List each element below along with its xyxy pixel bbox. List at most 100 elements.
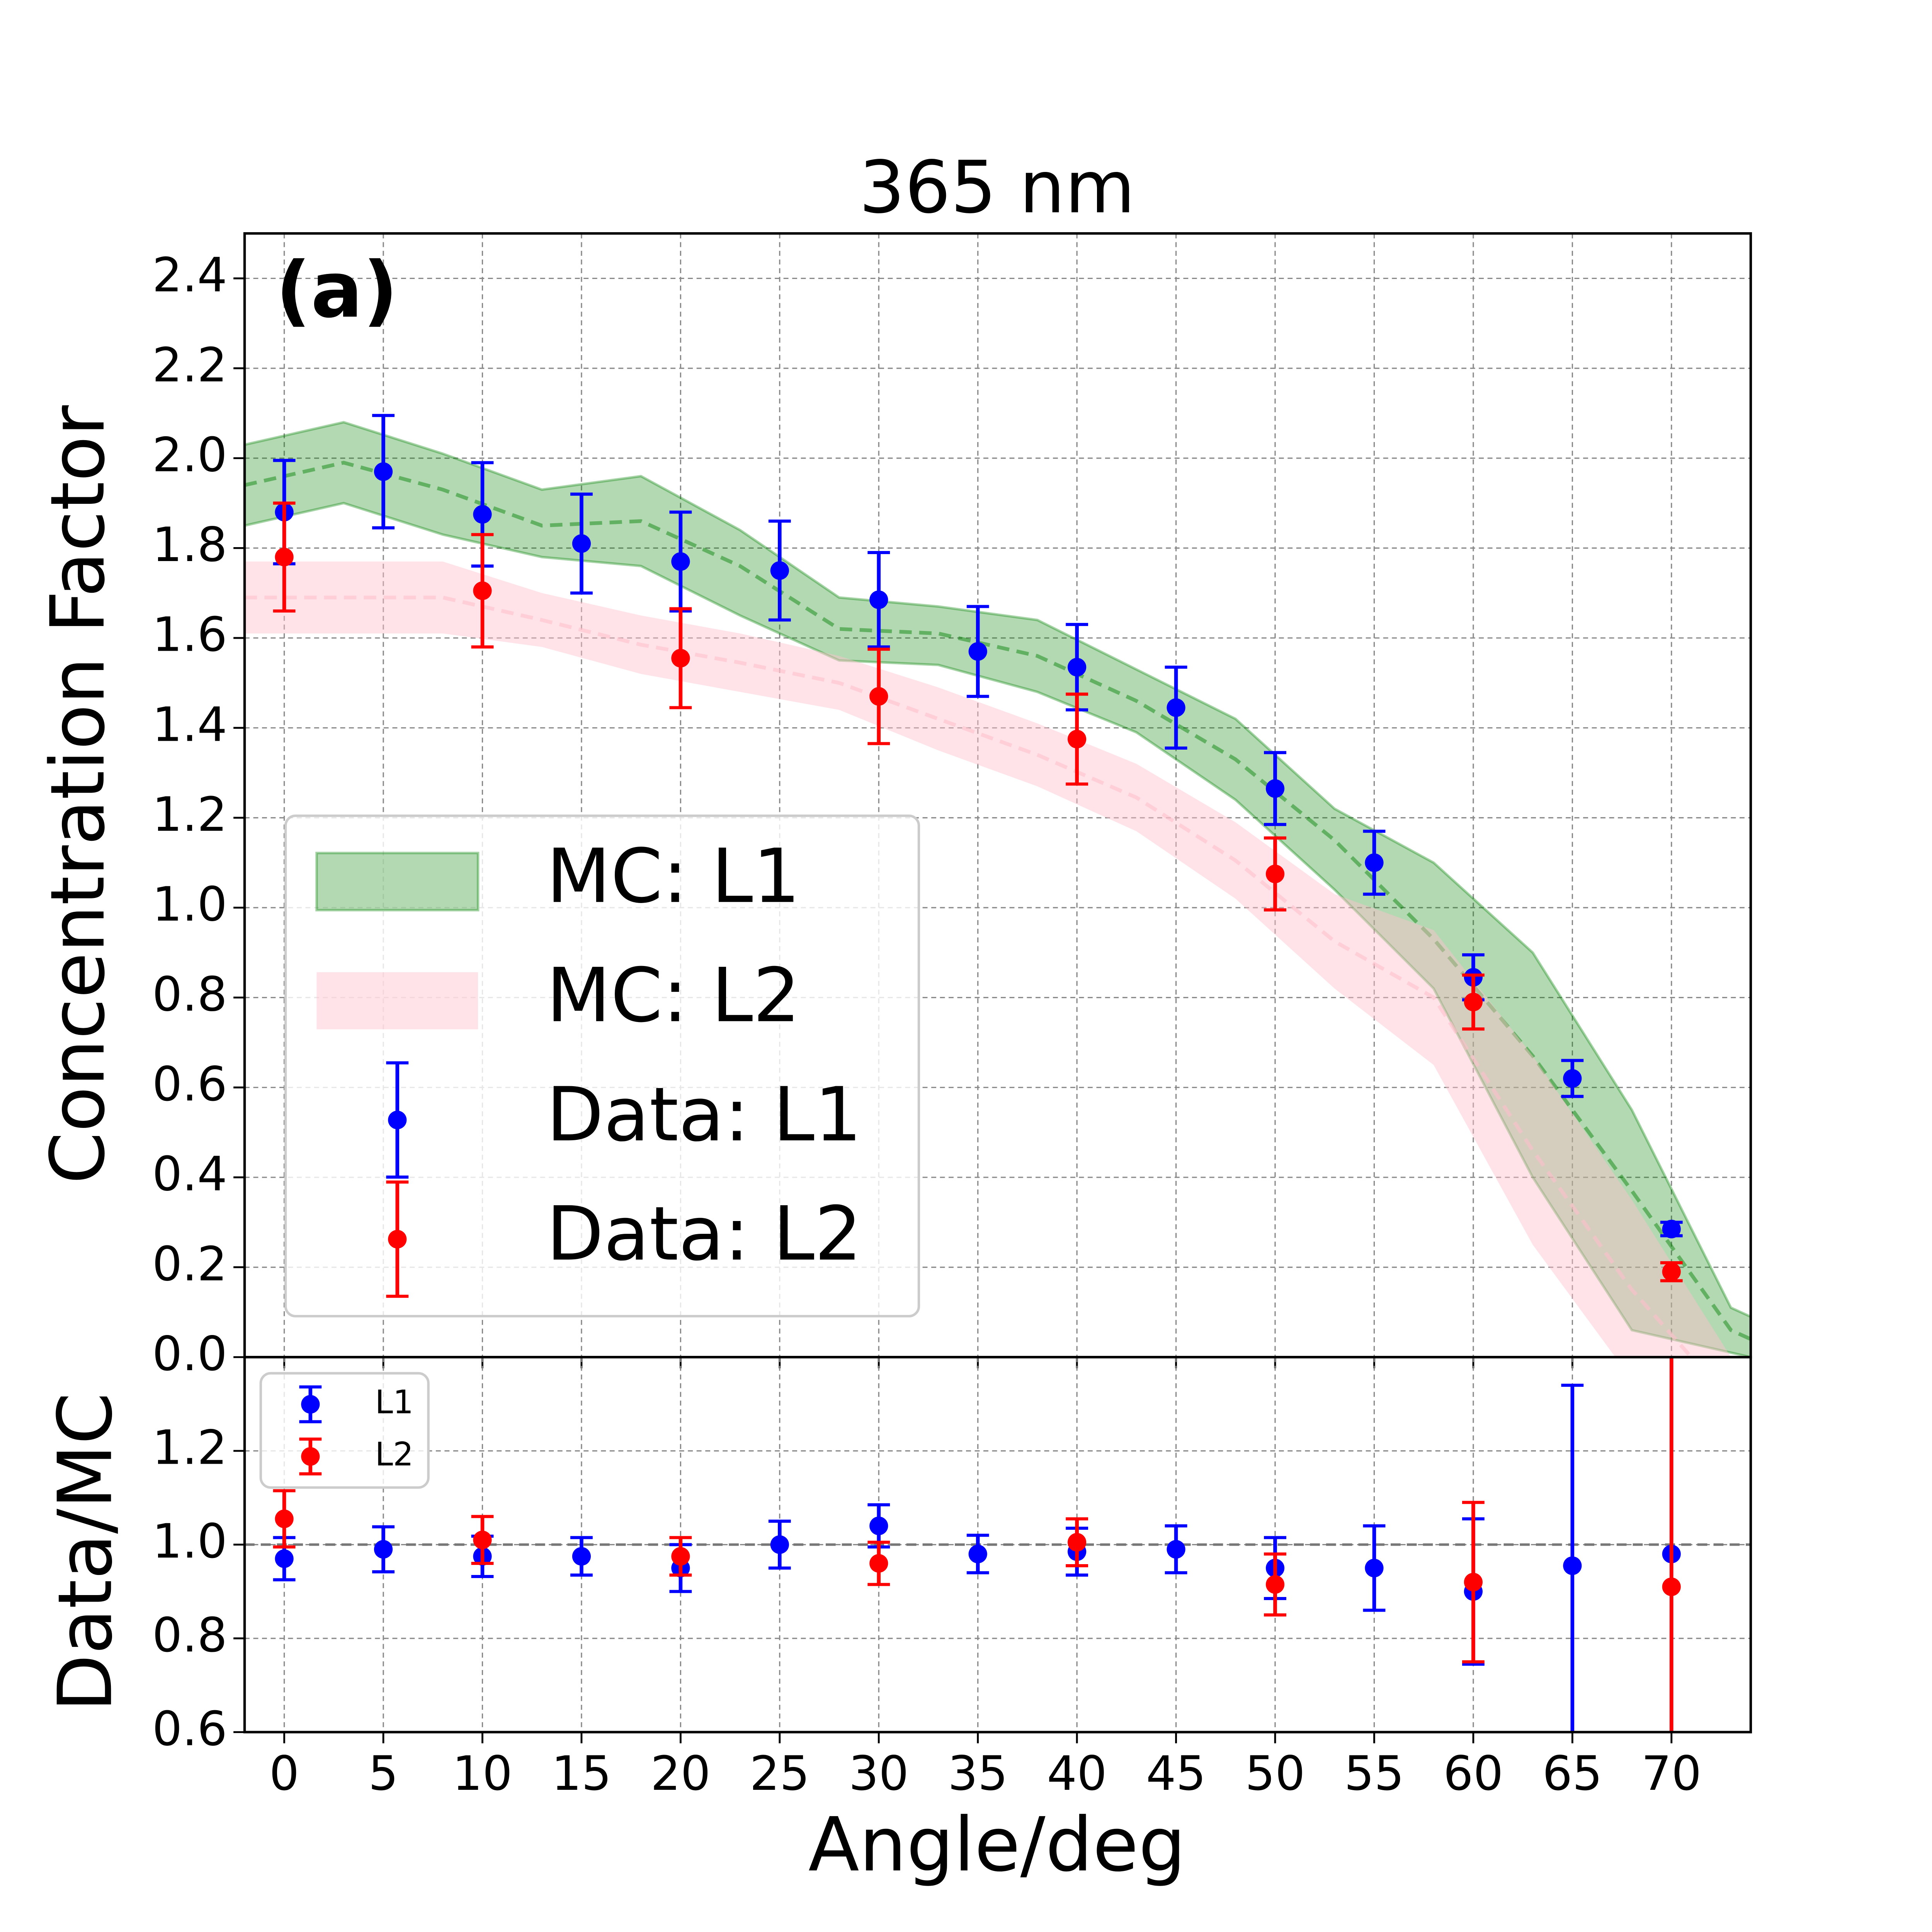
y-tick-label: 0.2 [152,1236,227,1291]
x-tick-label: 0 [269,1746,299,1801]
error-point [1363,830,1386,896]
legend-label: Data: L1 [546,1071,862,1158]
data-point [1662,1262,1681,1281]
y-axis-label: Concentration Factor [35,405,121,1184]
error-point [1264,1552,1286,1617]
x-tick-label: 40 [1047,1746,1107,1801]
data-point [869,687,888,706]
band-area [245,561,1731,1357]
plot-frame [243,1356,1752,1733]
x-tick-label: 25 [750,1746,810,1801]
error-point [1660,1219,1683,1238]
data-point [1265,779,1285,798]
data-point [869,1554,888,1573]
error-point [1662,1357,1681,1732]
data-point [671,649,690,668]
x-tick-label: 55 [1344,1746,1404,1801]
data-point [374,1540,393,1559]
plot-area [245,414,1751,1357]
x-tick-label: 45 [1146,1746,1206,1801]
legend-label: Data: L2 [546,1191,862,1277]
data-point [968,642,987,661]
error-point [372,1525,395,1573]
error-point [273,1489,296,1549]
y-tick-label: 0.0 [152,1327,227,1381]
error-point [1264,751,1286,826]
x-tick-label: 35 [948,1746,1008,1801]
error-point [471,533,494,649]
error-point [1660,1261,1683,1282]
y-tick-label: 0.4 [152,1147,227,1202]
data-point [1068,658,1087,677]
data-point [1563,1069,1582,1088]
y-tick-label: 1.0 [152,1514,227,1569]
data-point [1167,1540,1185,1559]
data-point [1265,864,1285,883]
data-point [572,534,591,553]
band-center-line [245,595,1694,1357]
data-point [770,561,789,580]
error-point [1066,1517,1088,1568]
error-point [867,1541,890,1586]
y-tick-label: 1.0 [152,877,227,932]
error-point [471,1515,494,1565]
data-point [1662,1219,1681,1238]
error-point [1165,1524,1187,1575]
data-point [473,505,492,524]
x-tick-label: 65 [1543,1746,1602,1801]
x-tick-label: 30 [849,1746,909,1801]
panel: 0.0 0.2 0.4 0.6 0.8 1.0 1.2 1.4 1.6 1.8 2.0 2.2 2.4 M… [152,232,1752,1381]
data-point [275,1549,294,1568]
y-tick-label: 2.0 [152,427,227,482]
y-tick-label: 1.6 [152,607,227,662]
error-point [1264,836,1286,912]
y-tick-label: 0.8 [152,1608,227,1663]
data-point [275,548,294,566]
data-point [1563,1556,1582,1575]
error-point [768,1519,791,1570]
error-point [273,502,296,613]
data-point [374,462,393,481]
y-tick-label: 2.2 [152,338,227,393]
panel: 0 5 10 15 20 25 30 35 40 45 50 55 60 65 70 0.6 0.8 1.0 1.2… [152,1356,1752,1801]
y-tick-label: 1.2 [152,1420,227,1475]
data-point [1662,1577,1681,1596]
error-point [669,607,692,709]
plot-root: 365 nm Concentration Factor Data/MC Angl… [35,145,1752,1888]
y-axis-label: Data/MC [42,1393,129,1712]
legend-label: L1 [375,1383,413,1421]
error-point [299,1385,322,1423]
data-point [1265,1575,1285,1594]
legend-box [284,814,920,1318]
data-point [1365,853,1384,872]
y-tick-label: 0.6 [152,1701,227,1756]
y-tick-label: 0.6 [152,1057,227,1112]
band-area [245,421,1751,1357]
y-tick-label: 0.8 [152,967,227,1022]
legend-label: MC: L2 [546,952,800,1039]
error-point [867,1503,890,1549]
error-point [299,1437,322,1476]
error-point [372,414,395,530]
x-tick-label: 70 [1641,1746,1701,1801]
error-point [768,519,791,622]
error-point [570,492,593,595]
legend-glyph [388,1111,407,1129]
data-point [1464,993,1483,1012]
data-point [968,1544,987,1563]
error-point [1561,1059,1584,1098]
x-tick-label: 60 [1443,1746,1503,1801]
band-center-line [245,461,1751,1341]
plot-area [245,1357,1751,1732]
error-point [570,1536,593,1577]
legend-glyph [301,1447,320,1466]
legend: MC: L1 MC: L2 Data: L1 Data: L2 [284,814,920,1318]
data-point [869,590,888,609]
y-tick-label: 1.2 [152,787,227,842]
data-point [671,1547,690,1566]
error-point [1462,1501,1485,1663]
error-point [867,551,890,649]
